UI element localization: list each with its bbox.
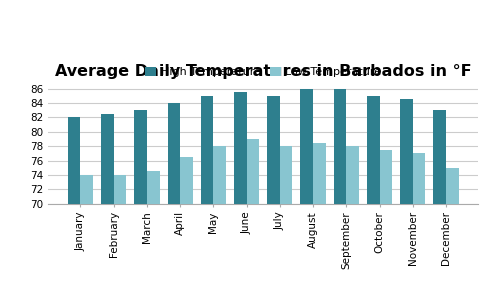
Bar	[280, 146, 293, 291]
Bar	[68, 118, 81, 291]
Bar	[247, 139, 259, 291]
Bar	[334, 89, 346, 291]
Bar	[180, 157, 193, 291]
Bar	[413, 153, 426, 291]
Bar	[213, 146, 226, 291]
Bar	[234, 92, 247, 291]
Title: Average Daily Temperatures in Barbados in °F: Average Daily Temperatures in Barbados i…	[55, 64, 471, 79]
Bar	[267, 96, 280, 291]
Bar	[81, 175, 93, 291]
Bar	[168, 103, 180, 291]
Bar	[114, 175, 127, 291]
Bar	[147, 171, 159, 291]
Legend: High Temperature, Low Temperature: High Temperature, Low Temperature	[143, 65, 384, 80]
Bar	[367, 96, 380, 291]
Bar	[300, 89, 313, 291]
Bar	[380, 150, 392, 291]
Bar	[313, 143, 326, 291]
Bar	[346, 146, 359, 291]
Bar	[101, 114, 114, 291]
Bar	[201, 96, 213, 291]
Bar	[446, 168, 459, 291]
Bar	[134, 110, 147, 291]
Bar	[400, 100, 413, 291]
Bar	[433, 110, 446, 291]
